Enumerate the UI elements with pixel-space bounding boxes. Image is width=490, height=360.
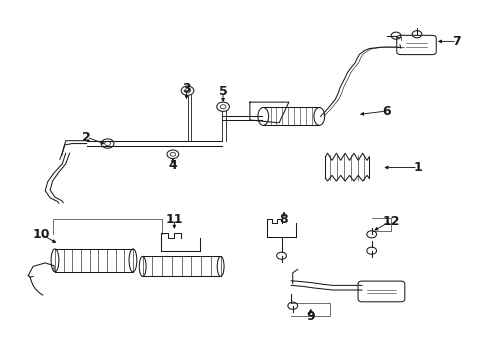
Text: 9: 9	[306, 310, 315, 323]
Text: 6: 6	[382, 104, 391, 118]
Text: 1: 1	[414, 161, 422, 174]
Text: 12: 12	[382, 215, 400, 228]
Text: 3: 3	[182, 82, 191, 95]
Text: 5: 5	[219, 85, 227, 98]
Text: 7: 7	[453, 35, 461, 48]
Text: 4: 4	[169, 159, 177, 172]
Text: 11: 11	[166, 213, 183, 226]
Text: 2: 2	[82, 131, 91, 144]
Text: 10: 10	[33, 228, 50, 241]
Text: 8: 8	[280, 213, 288, 226]
